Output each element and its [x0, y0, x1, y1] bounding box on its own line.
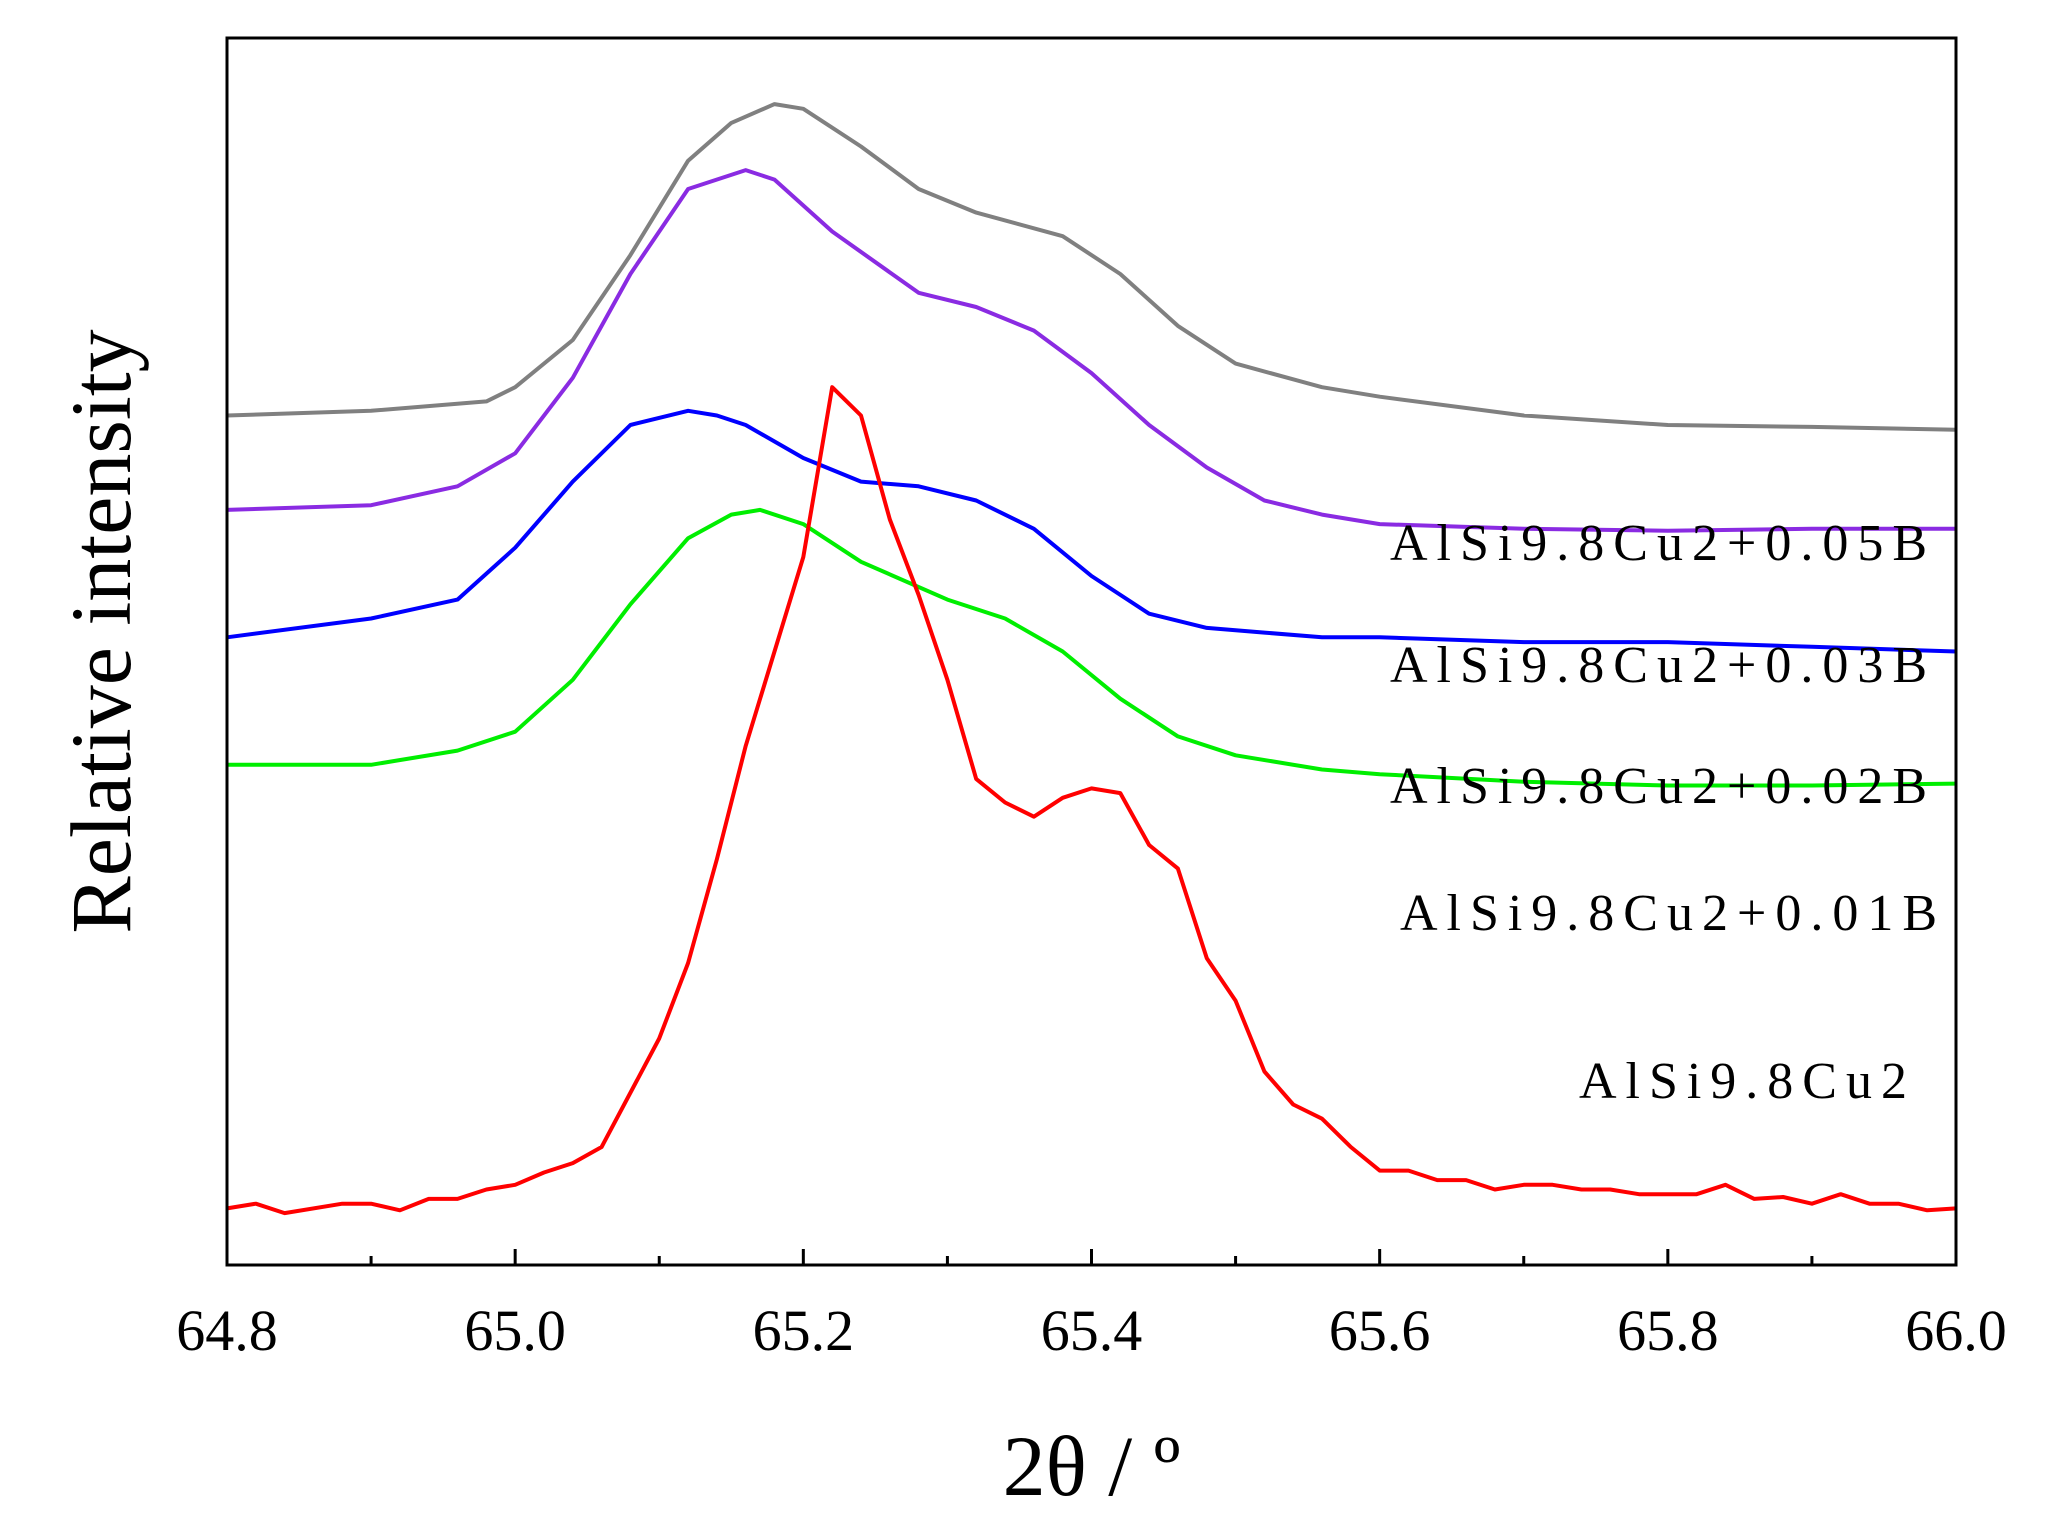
- x-tick-label: 65.6: [1329, 1298, 1431, 1363]
- series-line-alsi9-8cu2-0-02b: [226, 408, 1957, 654]
- series-label: AlSi9.8Cu2+0.02B: [1390, 758, 1936, 815]
- y-axis-title: Relative intensity: [53, 329, 149, 933]
- x-tick-label: 65.8: [1617, 1298, 1719, 1363]
- x-tick-label: 65.4: [1041, 1298, 1143, 1363]
- x-tick-label: 65.0: [464, 1298, 566, 1363]
- series-line-alsi9-8cu2: [226, 385, 1957, 1216]
- x-axis-title: 2θ / º: [1003, 1418, 1181, 1514]
- series-label: AlSi9.8Cu2+0.05B: [1390, 515, 1936, 572]
- series-line-alsi9-8cu2-0-03b: [226, 168, 1956, 533]
- series-line-alsi9-8cu2-0-01b: [227, 507, 1957, 788]
- series-label: AlSi9.8Cu2: [1579, 1053, 1916, 1110]
- plot-lines: [226, 102, 1957, 1216]
- x-axis: 64.8 65.0 65.2 65.4 65.6 65.8 66.0: [176, 1249, 2007, 1363]
- series-label: AlSi9.8Cu2+0.03B: [1390, 637, 1936, 694]
- series-labels: AlSi9.8Cu2+0.05B AlSi9.8Cu2+0.03B AlSi9.8C…: [1390, 515, 1946, 1110]
- series-label: AlSi9.8Cu2+0.01B: [1400, 885, 1946, 942]
- x-tick-label: 66.0: [1905, 1298, 2007, 1363]
- x-tick-label: 64.8: [176, 1298, 278, 1363]
- x-tick-label: 65.2: [753, 1298, 855, 1363]
- series-line-alsi9-8cu2-0-05b: [226, 102, 1957, 432]
